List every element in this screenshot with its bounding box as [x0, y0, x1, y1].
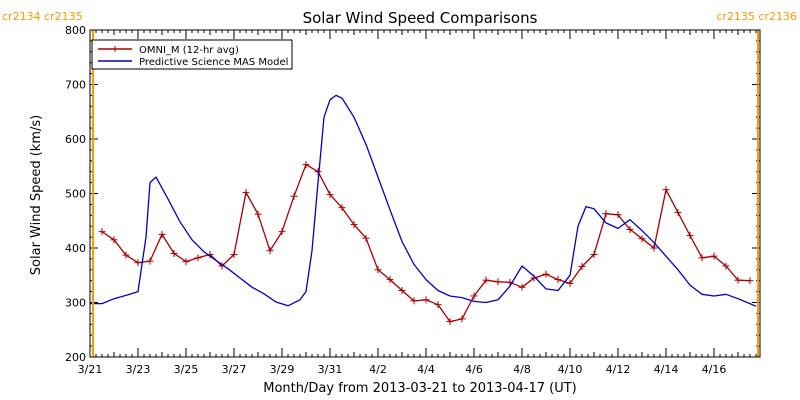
omni-data-point [662, 186, 670, 194]
omni-data-point [338, 204, 346, 212]
omni-data-point [494, 278, 502, 286]
omni-data-point [698, 254, 706, 262]
omni-data-point [626, 225, 634, 233]
omni-data-point [566, 279, 574, 287]
x-tick-label: 4/8 [513, 363, 531, 376]
x-tick-label: 4/10 [558, 363, 583, 376]
omni-data-point [326, 191, 334, 199]
legend-label: Predictive Science MAS Model [139, 57, 288, 68]
omni-data-point [602, 210, 610, 218]
omni-data-point [638, 235, 646, 243]
omni-data-point [314, 168, 322, 176]
x-tick-label: 4/2 [369, 363, 387, 376]
y-tick-label: 300 [65, 297, 86, 310]
x-tick-label: 4/14 [654, 363, 679, 376]
omni-data-point [434, 301, 442, 309]
plot-frame [89, 29, 761, 358]
y-tick-label: 200 [65, 351, 86, 364]
x-axis-title: Month/Day from 2013-03-21 to 2013-04-17 … [263, 381, 576, 396]
omni-data-point [230, 251, 238, 259]
omni-data-point [374, 266, 382, 274]
y-tick-label: 700 [65, 79, 86, 92]
omni-data-point [290, 192, 298, 200]
y-tick-label: 600 [65, 133, 86, 146]
omni-data-point [158, 230, 166, 238]
omni-data-point [398, 287, 406, 295]
omni-data-point [134, 259, 142, 267]
omni-data-point [470, 292, 478, 300]
x-tick-label: 4/12 [606, 363, 631, 376]
x-tick-label: 3/29 [270, 363, 295, 376]
chart-title: Solar Wind Speed Comparisons [303, 9, 538, 27]
x-tick-label: 3/25 [174, 363, 199, 376]
omni-data-point [362, 234, 370, 242]
omni-data-point [542, 270, 550, 278]
omni-data-point [146, 257, 154, 265]
omni-data-point [590, 251, 598, 259]
omni-data-point [302, 161, 310, 169]
omni-data-point [110, 236, 118, 244]
omni-data-point [278, 228, 286, 236]
omni-data-point [722, 262, 730, 270]
x-tick-label: 4/4 [417, 363, 435, 376]
omni-data-point [746, 277, 754, 285]
omni-data-point [170, 249, 178, 257]
carrington-label-right: cr2135 cr2136 [716, 10, 797, 23]
omni-data-point [446, 318, 454, 326]
omni-data-point [266, 247, 274, 255]
omni-data-point [674, 209, 682, 217]
y-tick-label: 400 [65, 242, 86, 255]
legend-box [91, 39, 293, 70]
omni-data-point [410, 297, 418, 305]
omni-data-point [734, 276, 742, 284]
omni-data-point [686, 231, 694, 239]
x-tick-label: 3/23 [126, 363, 151, 376]
series-line-mas-model [90, 94, 757, 307]
plot-frame-layer: cr2134 cr2135 cr2135 cr2136 [2, 10, 797, 358]
x-tick-label: 3/21 [78, 363, 103, 376]
carrington-label-left: cr2134 cr2135 [2, 10, 83, 23]
omni-data-point [458, 315, 466, 323]
y-tick-label: 800 [65, 24, 86, 37]
omni-data-point [578, 263, 586, 271]
omni-data-point [386, 276, 394, 284]
omni-data-point [710, 252, 718, 260]
series-layer [90, 94, 757, 326]
omni-data-point [350, 221, 358, 229]
omni-data-point [518, 283, 526, 291]
x-tick-label: 4/6 [465, 363, 483, 376]
omni-data-point [242, 188, 250, 196]
omni-data-point [98, 228, 106, 236]
omni-data-point [254, 210, 262, 218]
omni-data-point [194, 254, 202, 262]
x-tick-label: 4/16 [702, 363, 727, 376]
x-tick-label: 3/31 [318, 363, 343, 376]
x-tick-label: 3/27 [222, 363, 247, 376]
legend: OMNI_M (12-hr avg)Predictive Science MAS… [91, 39, 293, 70]
y-tick-label: 500 [65, 188, 86, 201]
omni-data-point [422, 296, 430, 304]
omni-data-point [554, 276, 562, 284]
y-axis-title: Solar Wind Speed (km/s) [29, 115, 44, 275]
omni-data-point [482, 276, 490, 284]
omni-data-point [182, 258, 190, 266]
omni-data-point [614, 211, 622, 219]
omni-data-point [650, 244, 658, 252]
omni-data-point [122, 251, 130, 259]
legend-label: OMNI_M (12-hr avg) [139, 45, 239, 56]
